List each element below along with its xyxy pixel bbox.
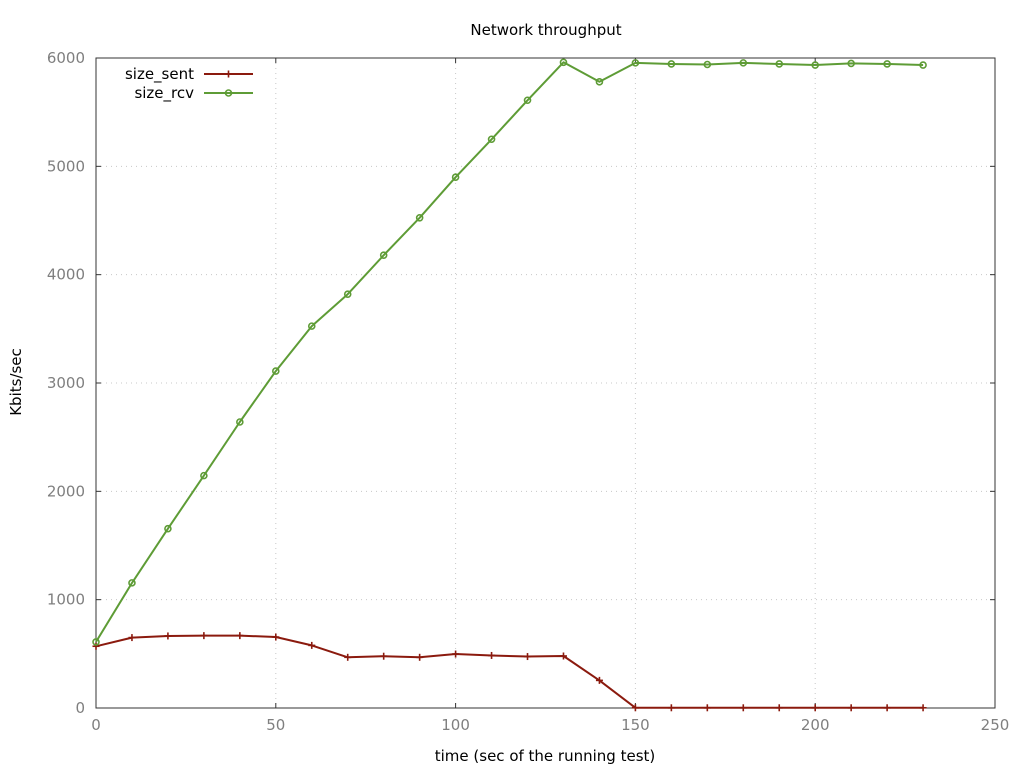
data-point xyxy=(703,60,712,69)
data-point xyxy=(739,704,747,712)
series-line-size_sent xyxy=(95,634,924,709)
data-point xyxy=(847,704,855,712)
data-point xyxy=(488,651,496,659)
x-tick-label: 250 xyxy=(981,716,1010,734)
legend-label-size_rcv: size_rcv xyxy=(134,84,194,103)
y-tick-label: 4000 xyxy=(47,266,85,284)
legend-marker-size_rcv xyxy=(224,89,233,97)
legend-marker-size_sent xyxy=(225,70,232,78)
data-point xyxy=(92,638,100,646)
data-point xyxy=(200,471,208,480)
data-point xyxy=(524,653,532,661)
data-point xyxy=(811,704,819,712)
data-point xyxy=(739,59,748,67)
data-point xyxy=(236,418,244,426)
data-point xyxy=(559,58,568,67)
data-point xyxy=(559,652,567,660)
series xyxy=(92,58,927,712)
y-tick-label: 2000 xyxy=(47,482,85,500)
y-tick-label: 3000 xyxy=(47,374,85,392)
data-point xyxy=(451,173,460,181)
data-point xyxy=(380,652,388,660)
data-point xyxy=(487,135,496,144)
x-tick-label: 0 xyxy=(91,716,101,734)
data-point xyxy=(523,96,532,105)
data-point xyxy=(415,213,424,222)
data-point xyxy=(775,704,783,712)
x-tick-label: 100 xyxy=(441,716,470,734)
data-point xyxy=(667,704,675,712)
data-point xyxy=(379,251,388,259)
chart-title: Network throughput xyxy=(470,21,621,39)
data-point xyxy=(667,60,676,68)
y-tick-label: 6000 xyxy=(47,49,85,67)
x-axis-title: time (sec of the running test) xyxy=(435,747,656,765)
y-tick-label: 1000 xyxy=(47,591,85,609)
plot-frame xyxy=(95,57,996,709)
x-tick-label: 150 xyxy=(621,716,650,734)
series-size_sent xyxy=(92,632,927,712)
data-point xyxy=(919,704,927,712)
series-line-size_rcv xyxy=(95,61,924,643)
series-size_rcv xyxy=(92,58,927,646)
data-point xyxy=(308,641,316,649)
data-point xyxy=(271,367,280,375)
data-point xyxy=(236,632,244,640)
data-point xyxy=(272,633,280,641)
y-axis-title: Kbits/sec xyxy=(7,348,25,416)
data-point xyxy=(595,78,604,86)
data-point xyxy=(416,653,424,661)
data-point xyxy=(344,653,352,661)
x-tick-label: 50 xyxy=(266,716,285,734)
data-point xyxy=(164,632,172,640)
y-tick-label: 5000 xyxy=(47,157,85,175)
data-point xyxy=(128,579,136,587)
data-point xyxy=(307,322,316,330)
data-point xyxy=(595,676,603,684)
data-point xyxy=(128,634,136,642)
data-point xyxy=(631,704,639,712)
x-tick-label: 200 xyxy=(801,716,830,734)
legend-label-size_sent: size_sent xyxy=(125,65,194,84)
data-point xyxy=(775,60,784,68)
data-point xyxy=(631,59,640,67)
data-point xyxy=(92,642,100,650)
data-point xyxy=(883,60,891,68)
data-point xyxy=(164,524,172,533)
data-point xyxy=(703,704,711,712)
data-point xyxy=(343,290,352,298)
data-point xyxy=(883,704,891,712)
data-point xyxy=(200,632,208,640)
data-point xyxy=(811,61,820,69)
axis-ticks: 0 50 100 150 200 250 0 1000 2000 3000 4000 5000 6000 xyxy=(47,49,1010,734)
grid xyxy=(96,58,995,708)
data-point xyxy=(452,650,460,658)
y-tick-label: 0 xyxy=(75,699,85,717)
data-point xyxy=(919,61,927,69)
data-point xyxy=(847,59,855,68)
